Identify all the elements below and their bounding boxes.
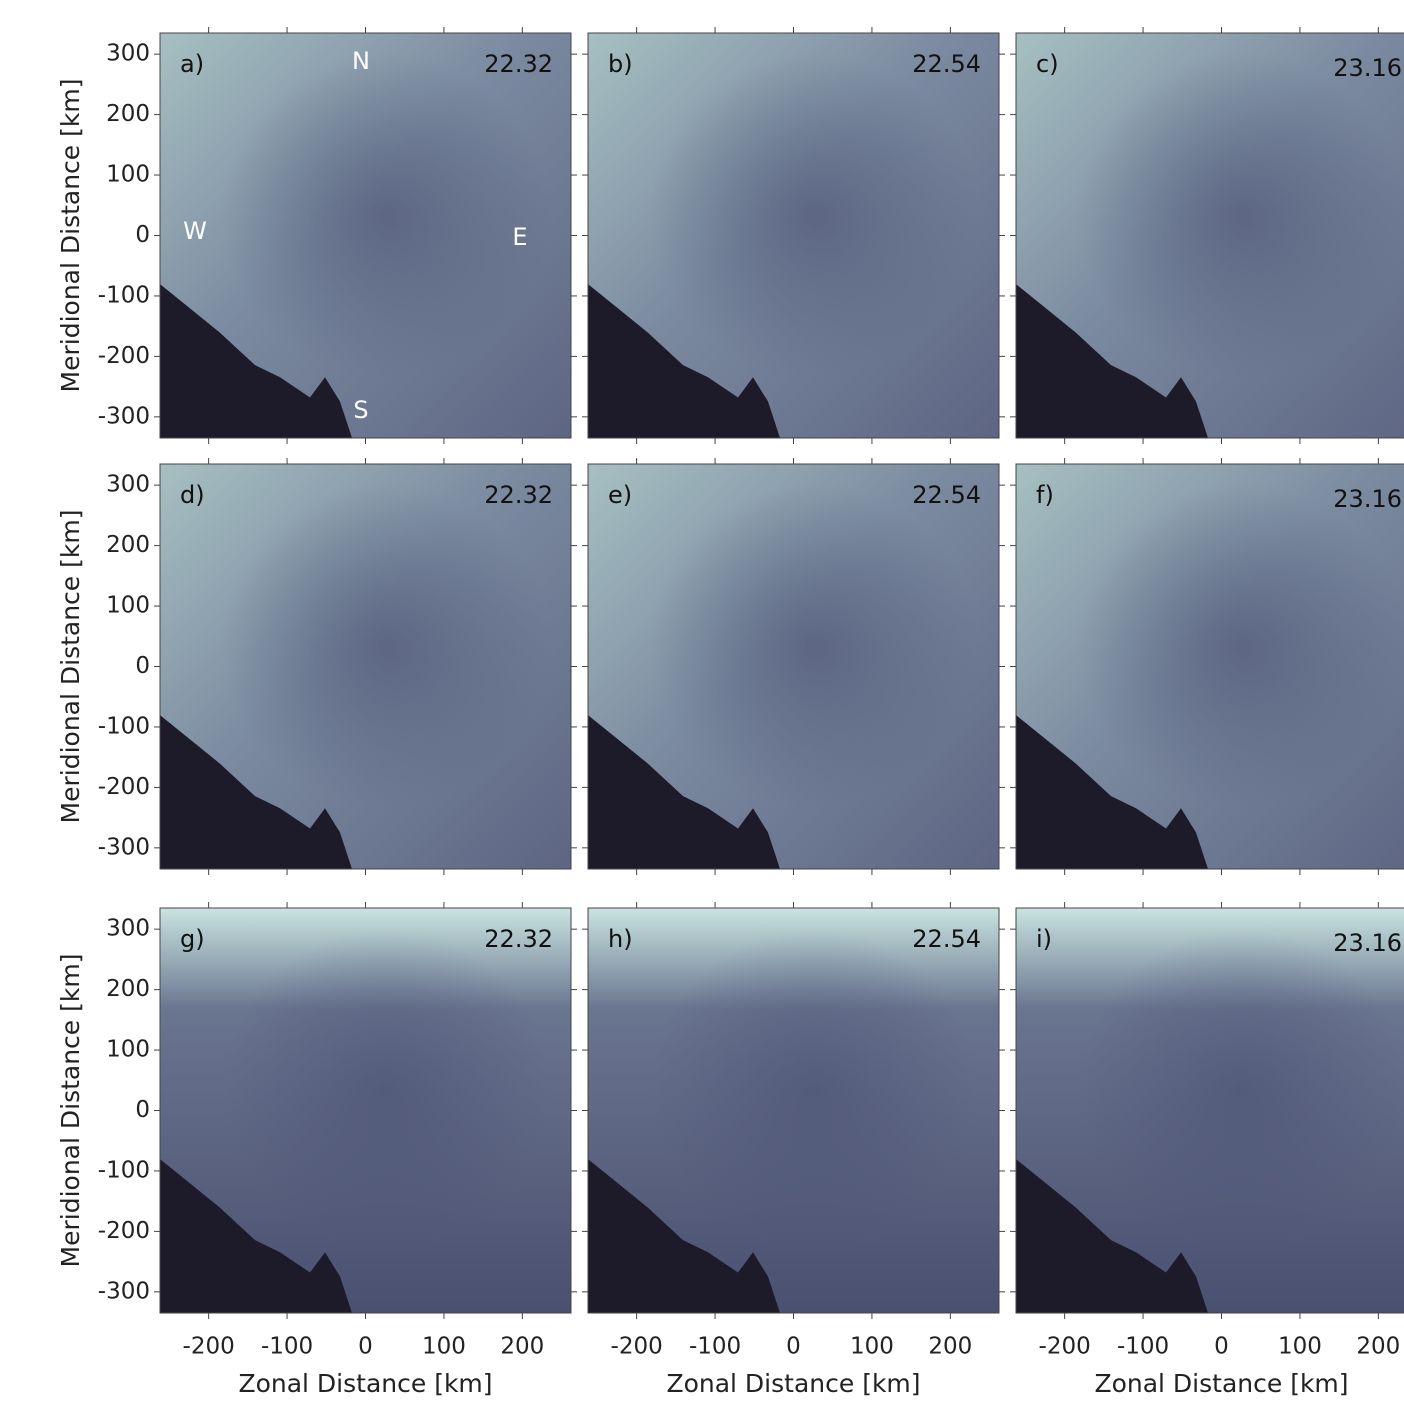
time-label: 22.32 bbox=[484, 481, 553, 509]
compass-annotation: W bbox=[183, 217, 207, 245]
y-tick-label: 300 bbox=[106, 916, 150, 942]
y-axis-label: Meridional Distance [km] bbox=[56, 79, 85, 393]
panel-label: e) bbox=[608, 481, 632, 509]
panel-label: d) bbox=[180, 481, 205, 509]
x-axis-label: Zonal Distance [km] bbox=[238, 1369, 492, 1398]
time-label: 22.54 bbox=[912, 925, 981, 953]
y-tick-label: -200 bbox=[98, 1218, 150, 1244]
panel-label: c) bbox=[1036, 50, 1059, 78]
x-tick-label: 100 bbox=[1278, 1334, 1322, 1360]
tree-silhouette bbox=[588, 715, 780, 869]
y-tick-label: 200 bbox=[106, 101, 150, 127]
tree-silhouette bbox=[1016, 284, 1208, 438]
x-tick-label: 100 bbox=[850, 1334, 894, 1360]
x-tick-label: -200 bbox=[1039, 1334, 1091, 1360]
time-label: 22.32 bbox=[484, 925, 553, 953]
x-tick-label: -100 bbox=[261, 1334, 313, 1360]
time-label: 22.54 bbox=[912, 50, 981, 78]
panel-label: b) bbox=[608, 50, 633, 78]
x-axis-label: Zonal Distance [km] bbox=[666, 1369, 920, 1398]
tree-silhouette bbox=[160, 1159, 352, 1313]
y-tick-label: -200 bbox=[98, 343, 150, 369]
y-tick-label: -300 bbox=[98, 834, 150, 860]
tree-silhouette bbox=[588, 284, 780, 438]
x-tick-label: 0 bbox=[1214, 1334, 1229, 1360]
x-tick-label: -100 bbox=[689, 1334, 741, 1360]
panel-label: a) bbox=[180, 50, 204, 78]
y-tick-label: 100 bbox=[106, 593, 150, 619]
x-tick-label: 200 bbox=[928, 1334, 972, 1360]
x-axis-label: Zonal Distance [km] bbox=[1094, 1369, 1348, 1398]
x-tick-label: -200 bbox=[183, 1334, 235, 1360]
tree-silhouette bbox=[160, 715, 352, 869]
panel-label: h) bbox=[608, 925, 633, 953]
y-tick-label: -100 bbox=[98, 282, 150, 308]
y-tick-label: -200 bbox=[98, 774, 150, 800]
x-tick-label: 100 bbox=[422, 1334, 466, 1360]
y-tick-label: 200 bbox=[106, 976, 150, 1002]
panel-label: f) bbox=[1036, 481, 1054, 509]
y-tick-label: -300 bbox=[98, 403, 150, 429]
time-label: 23.16 bbox=[1333, 485, 1402, 513]
time-label: 23.16 bbox=[1333, 54, 1402, 82]
y-tick-label: 100 bbox=[106, 1037, 150, 1063]
y-tick-label: -100 bbox=[98, 1157, 150, 1183]
y-tick-label: -100 bbox=[98, 713, 150, 739]
x-tick-label: -200 bbox=[611, 1334, 663, 1360]
x-tick-label: -100 bbox=[1117, 1334, 1169, 1360]
panel-label: g) bbox=[180, 925, 205, 953]
y-tick-label: 0 bbox=[135, 1097, 150, 1123]
tree-silhouette bbox=[1016, 1159, 1208, 1313]
compass-annotation: E bbox=[512, 223, 527, 251]
panel-label: i) bbox=[1036, 925, 1052, 953]
x-tick-label: 0 bbox=[358, 1334, 373, 1360]
y-axis-label: Meridional Distance [km] bbox=[56, 954, 85, 1268]
x-tick-label: 0 bbox=[786, 1334, 801, 1360]
y-tick-label: -300 bbox=[98, 1278, 150, 1304]
y-tick-label: 0 bbox=[135, 222, 150, 248]
y-axis-label: Meridional Distance [km] bbox=[56, 510, 85, 824]
time-label: 23.16 bbox=[1333, 929, 1402, 957]
y-tick-label: 300 bbox=[106, 41, 150, 67]
x-tick-label: 200 bbox=[500, 1334, 544, 1360]
tree-silhouette bbox=[588, 1159, 780, 1313]
tree-silhouette bbox=[160, 284, 352, 438]
y-tick-label: 300 bbox=[106, 472, 150, 498]
y-tick-label: 200 bbox=[106, 532, 150, 558]
compass-annotation: S bbox=[353, 396, 368, 424]
tree-silhouette bbox=[1016, 715, 1208, 869]
y-tick-label: 0 bbox=[135, 653, 150, 679]
compass-annotation: N bbox=[352, 47, 370, 75]
time-label: 22.32 bbox=[484, 50, 553, 78]
x-tick-label: 200 bbox=[1356, 1334, 1400, 1360]
time-label: 22.54 bbox=[912, 481, 981, 509]
y-tick-label: 100 bbox=[106, 162, 150, 188]
